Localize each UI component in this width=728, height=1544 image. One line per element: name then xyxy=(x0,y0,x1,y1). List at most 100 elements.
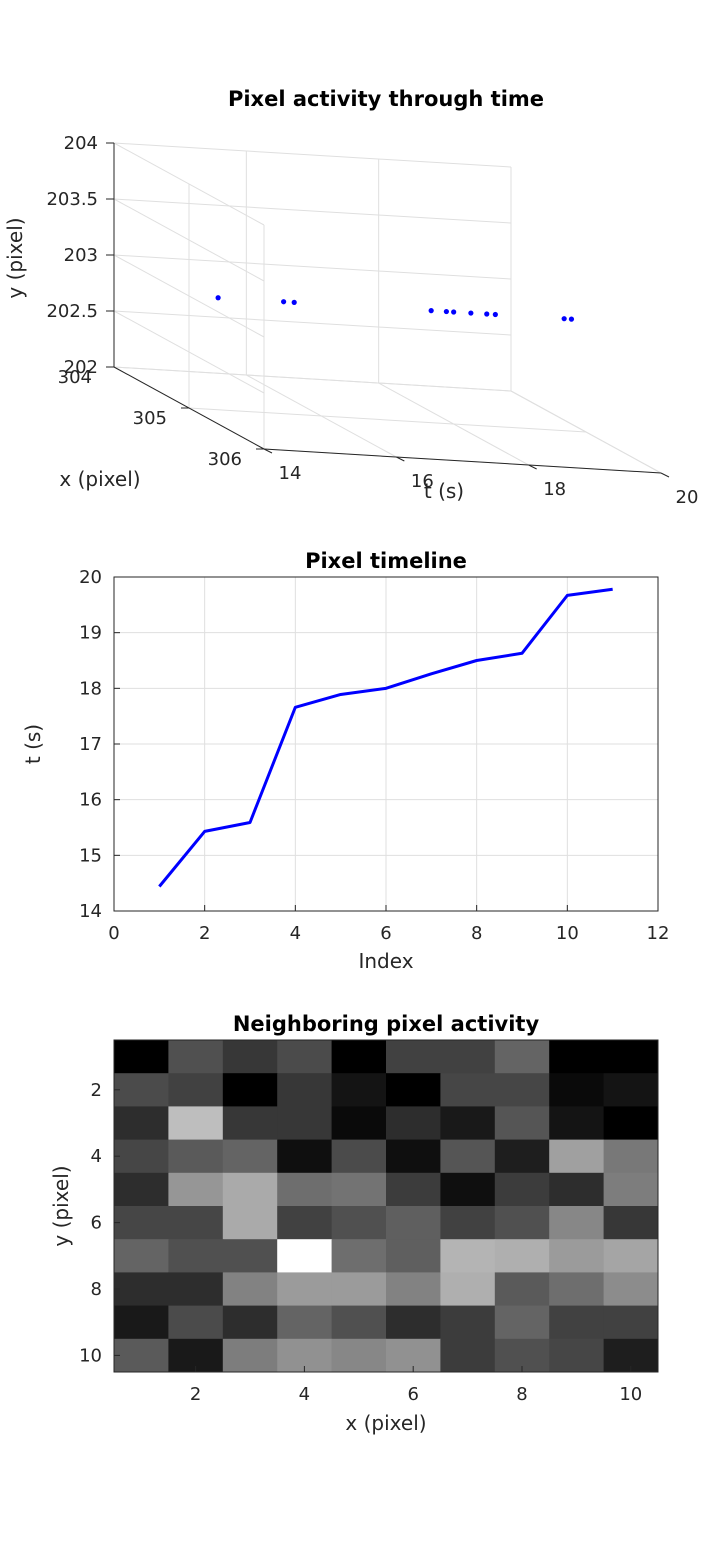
tick-label-x: 8 xyxy=(471,923,482,944)
chart-title-3d: Pixel activity through time xyxy=(228,87,544,111)
heatmap-cell xyxy=(603,1206,659,1240)
heatmap-cell xyxy=(440,1172,496,1207)
tick-label-t-3d: 18 xyxy=(543,479,566,500)
data-point-3d xyxy=(568,316,575,322)
panel-3d-scatter: Pixel activity through time 14 16 18 20 304 3… xyxy=(3,87,698,508)
heatmap-cell xyxy=(440,1239,496,1273)
frame-edge xyxy=(510,390,662,474)
heatmap-cell xyxy=(603,1272,659,1307)
heatmap-cell xyxy=(494,1239,550,1273)
heatmap-cell xyxy=(549,1172,605,1207)
heatmap-cell xyxy=(440,1106,496,1141)
heatmap-cell xyxy=(386,1073,441,1107)
heatmap-cell xyxy=(114,1206,169,1240)
tick-label-x-heatmap: 2 xyxy=(190,1384,201,1405)
heatmap-cell xyxy=(222,1272,278,1307)
tick-label-y: 19 xyxy=(79,623,102,644)
heatmap-cell xyxy=(549,1272,605,1307)
tick-label-y-3d: 204 xyxy=(64,133,98,154)
heatmap-cell xyxy=(277,1073,333,1107)
heatmap-cell xyxy=(222,1172,278,1207)
axis-label-x-heatmap: x (pixel) xyxy=(345,1411,426,1435)
heatmap-cell xyxy=(277,1139,333,1174)
data-point-3d xyxy=(281,299,287,305)
tick-label-x-heatmap: 8 xyxy=(516,1384,527,1405)
tick-mark-t-3d xyxy=(528,464,537,470)
tick-label-x: 6 xyxy=(380,923,391,944)
grid-side-y xyxy=(113,254,265,338)
heatmap-cell xyxy=(494,1172,550,1207)
tick-label-x-heatmap: 10 xyxy=(619,1384,642,1405)
heatmap-cell xyxy=(494,1305,550,1340)
heatmap-cell xyxy=(168,1206,224,1240)
heatmap-cell xyxy=(222,1139,278,1174)
data-point-3d xyxy=(468,310,474,316)
tick-mark-t-3d xyxy=(660,472,670,478)
tick-label-y: 14 xyxy=(79,901,102,922)
grid-back-y xyxy=(113,198,512,224)
panel-line-chart: Pixel timeline 0 2 4 6 8 10 12 14 15 16 17 18 19 20 I… xyxy=(21,549,669,973)
heatmap-cell xyxy=(549,1139,605,1174)
heatmap-cell xyxy=(331,1305,387,1340)
heatmap-cell xyxy=(331,1239,387,1273)
heatmap-cell xyxy=(168,1106,224,1141)
heatmap-cell xyxy=(494,1073,550,1107)
plot-frame-heatmap xyxy=(113,1039,659,1373)
heatmap-cell xyxy=(494,1206,550,1240)
heatmap-cell xyxy=(222,1206,278,1240)
heatmap-cell xyxy=(277,1272,333,1307)
tick-label-y: 20 xyxy=(79,567,102,588)
heatmap-cell xyxy=(331,1139,387,1174)
tick-label-y: 15 xyxy=(79,845,102,866)
heatmap-cell xyxy=(331,1338,387,1373)
heatmap-cell xyxy=(277,1305,333,1340)
heatmap-cell xyxy=(222,1106,278,1141)
data-point-3d xyxy=(492,311,498,318)
axis-label-y-3d: y (pixel) xyxy=(3,217,27,298)
tick-mark-t-3d xyxy=(396,456,405,462)
heatmap-cell xyxy=(222,1305,278,1340)
heatmap-cell xyxy=(386,1172,441,1207)
tick-label-x-3d: 304 xyxy=(58,367,92,388)
heatmap-cell xyxy=(549,1239,605,1273)
tick-label-y-heatmap: 4 xyxy=(91,1146,102,1167)
heatmap-cell xyxy=(440,1139,496,1174)
heatmap-cell xyxy=(168,1239,224,1273)
heatmap-cell xyxy=(494,1040,550,1074)
grid-side-y xyxy=(113,142,265,226)
heatmap-cell xyxy=(386,1272,441,1307)
tick-label-y: 17 xyxy=(79,734,102,755)
tick-label-x: 2 xyxy=(199,923,210,944)
heatmap-cell xyxy=(277,1172,333,1207)
heatmap-cell xyxy=(549,1338,605,1373)
heatmap-cell xyxy=(168,1172,224,1207)
heatmap-cell xyxy=(386,1206,441,1240)
heatmap-cell xyxy=(331,1073,387,1107)
heatmap-cell xyxy=(440,1073,496,1107)
tick-label-x-3d: 305 xyxy=(133,408,167,429)
grid-back-y xyxy=(113,310,512,336)
heatmap-cell xyxy=(440,1338,496,1373)
tick-label-t-3d: 20 xyxy=(676,487,699,508)
heatmap-cell xyxy=(114,1338,169,1373)
heatmap-cell xyxy=(114,1139,169,1174)
heatmap-cell xyxy=(277,1239,333,1273)
heatmap-cell xyxy=(603,1172,659,1207)
axis-t-3d xyxy=(263,448,662,474)
heatmap-cell xyxy=(168,1272,224,1307)
heatmap-cell xyxy=(603,1139,659,1174)
heatmap-cell xyxy=(603,1106,659,1141)
heatmap-cell xyxy=(440,1040,496,1074)
heatmap-cell xyxy=(168,1073,224,1107)
heatmap-cell xyxy=(168,1040,224,1074)
heatmap-cell xyxy=(549,1106,605,1141)
grid-back-y xyxy=(113,142,512,168)
heatmap-cell xyxy=(549,1206,605,1240)
heatmap-cell xyxy=(440,1305,496,1340)
panel-heatmap: Neighboring pixel activity 2 4 6 8 10246810 … xyxy=(49,1012,659,1435)
data-point-3d xyxy=(291,299,297,305)
chart-title-heatmap: Neighboring pixel activity xyxy=(233,1012,540,1036)
heatmap-cell xyxy=(440,1272,496,1307)
axis-label-y-line: t (s) xyxy=(21,724,45,764)
